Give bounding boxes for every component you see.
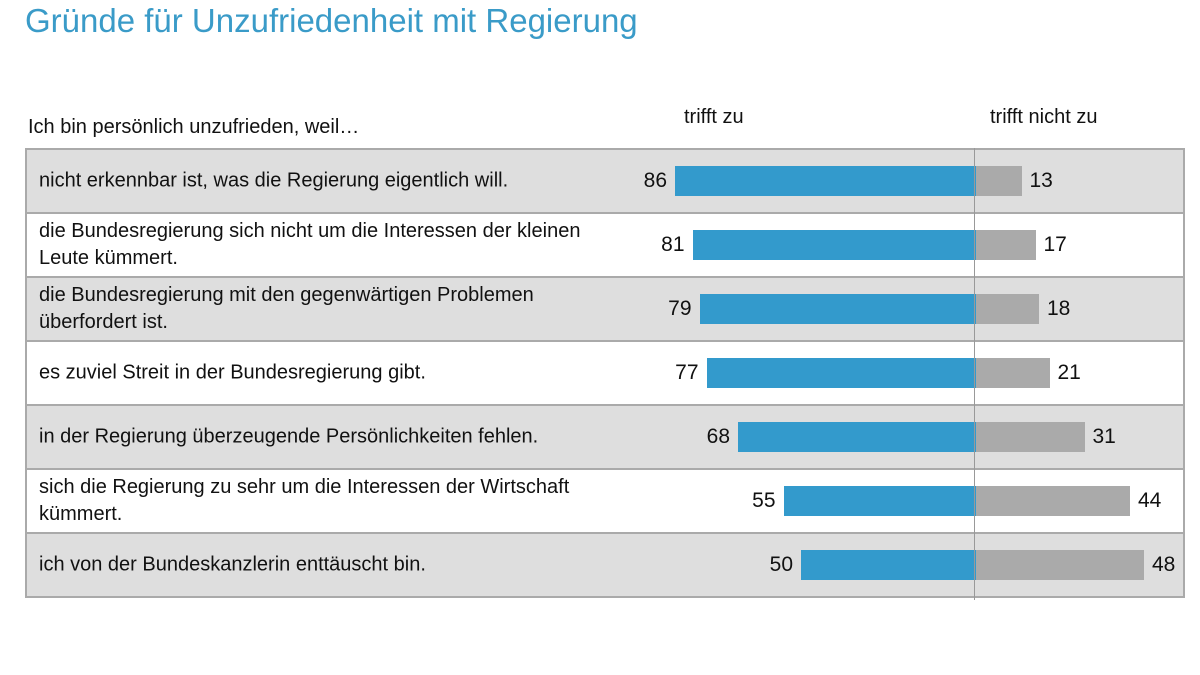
- value-label-trifft-zu: 81: [661, 233, 685, 256]
- chart-row: es zuviel Streit in der Bundesregierung …: [27, 340, 1183, 404]
- value-label-trifft-zu: 79: [668, 297, 692, 320]
- bar-trifft-nicht-zu: [976, 550, 1144, 580]
- value-label-trifft-zu: 50: [769, 553, 793, 576]
- value-label-trifft-nicht-zu: 18: [1047, 297, 1071, 320]
- value-label-trifft-nicht-zu: 44: [1138, 489, 1162, 512]
- bar-trifft-nicht-zu: [976, 166, 1022, 196]
- bar-trifft-zu: [801, 550, 976, 580]
- chart-row: ich von der Bundeskanzlerin enttäuscht b…: [27, 532, 1183, 598]
- bar-trifft-nicht-zu: [976, 422, 1085, 452]
- bar-trifft-zu: [738, 422, 976, 452]
- category-label: die Bundesregierung sich nicht um die In…: [39, 220, 581, 269]
- category-label: ich von der Bundeskanzlerin enttäuscht b…: [39, 553, 426, 576]
- chart-row: in der Regierung überzeugende Persönlich…: [27, 404, 1183, 468]
- bar-trifft-zu: [699, 294, 976, 324]
- legend-trifft-nicht-zu: trifft nicht zu: [990, 106, 1098, 128]
- value-label-trifft-zu: 55: [752, 489, 776, 512]
- bar-trifft-nicht-zu: [976, 358, 1050, 388]
- chart-row: die Bundesregierung sich nicht um die In…: [27, 212, 1183, 276]
- category-label: in der Regierung überzeugende Persönlich…: [39, 425, 539, 448]
- bar-trifft-zu: [783, 486, 976, 516]
- row-header: Ich bin persönlich unzufrieden, weil…: [28, 116, 360, 138]
- value-label-trifft-nicht-zu: 17: [1043, 233, 1067, 256]
- category-label: es zuviel Streit in der Bundesregierung …: [39, 361, 426, 384]
- bar-trifft-nicht-zu: [976, 486, 1130, 516]
- chart-row: die Bundesregierung mit den gegenwärtige…: [27, 276, 1183, 340]
- bar-trifft-zu: [706, 358, 976, 388]
- category-label: sich die Regierung zu sehr um die Intere…: [39, 476, 570, 525]
- value-label-trifft-nicht-zu: 21: [1057, 361, 1081, 384]
- bar-trifft-zu: [692, 230, 976, 260]
- bar-trifft-nicht-zu: [976, 294, 1039, 324]
- bar-trifft-zu: [675, 166, 976, 196]
- value-label-trifft-zu: 77: [675, 361, 699, 384]
- value-label-trifft-zu: 86: [643, 169, 667, 192]
- category-label: die Bundesregierung mit den gegenwärtige…: [39, 284, 534, 333]
- value-label-trifft-nicht-zu: 31: [1092, 425, 1116, 448]
- value-label-trifft-zu: 68: [706, 425, 730, 448]
- category-label: nicht erkennbar ist, was die Regierung e…: [39, 169, 509, 192]
- bar-trifft-nicht-zu: [976, 230, 1036, 260]
- chart-table: nicht erkennbar ist, was die Regierung e…: [25, 148, 1185, 598]
- value-label-trifft-nicht-zu: 13: [1029, 169, 1053, 192]
- chart-row: nicht erkennbar ist, was die Regierung e…: [27, 148, 1183, 212]
- legend-trifft-zu: trifft zu: [684, 106, 744, 128]
- center-axis: [974, 148, 975, 600]
- value-label-trifft-nicht-zu: 48: [1152, 553, 1176, 576]
- chart-title: Gründe für Unzufriedenheit mit Regierung: [25, 2, 638, 39]
- chart-row: sich die Regierung zu sehr um die Intere…: [27, 468, 1183, 532]
